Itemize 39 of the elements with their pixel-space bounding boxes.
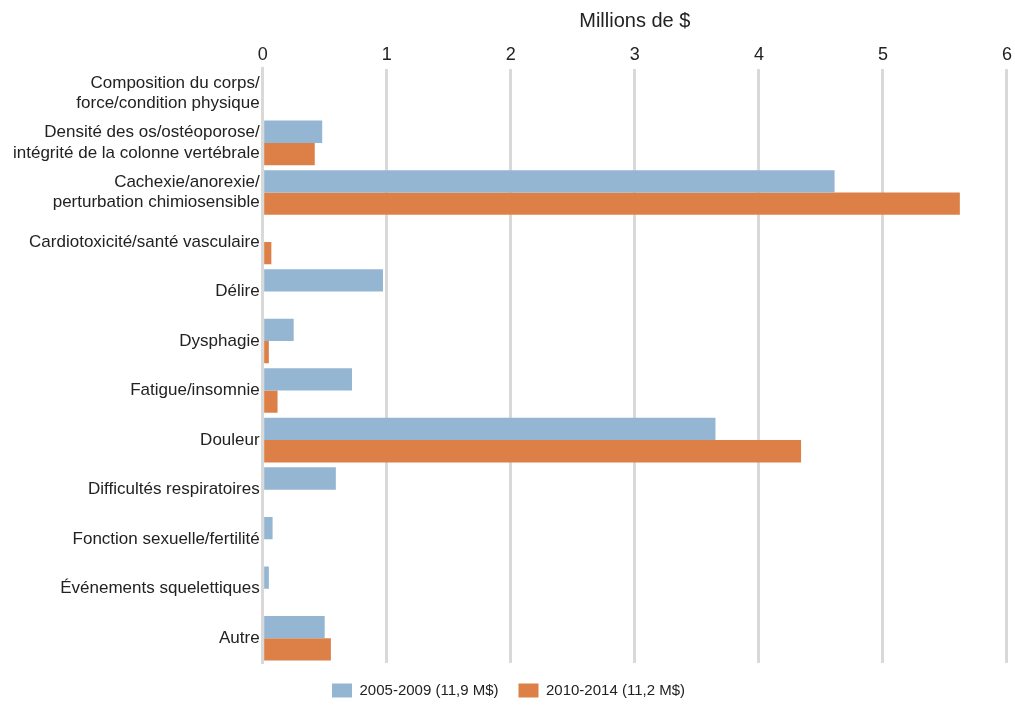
- x-tick-label: 6: [1001, 43, 1012, 64]
- bar: [264, 269, 383, 292]
- bar: [264, 341, 269, 364]
- bar: [264, 566, 269, 589]
- y-tick-label: Fonction sexuelle/fertilité: [72, 528, 260, 548]
- y-tick-label: Fatigue/insomnie: [130, 380, 260, 400]
- x-tick-label: 3: [629, 43, 640, 64]
- x-tick-label: 4: [753, 43, 764, 64]
- bar: [264, 120, 323, 143]
- y-tick-label: Autre: [219, 627, 260, 647]
- legend-label: 2010-2014 (11,2 M$): [546, 680, 685, 698]
- bar: [264, 417, 716, 441]
- bar: [264, 142, 315, 166]
- y-tick-label: Délire: [215, 281, 260, 301]
- y-tick-label: Cardiotoxicité/santé vasculaire: [29, 231, 260, 251]
- legend-label: 2005-2009 (11,9 M$): [359, 680, 499, 698]
- bar: [264, 192, 960, 215]
- bar: [264, 440, 802, 463]
- x-tick-label: 2: [505, 43, 516, 64]
- bar: [264, 318, 294, 342]
- y-tick-label: Dysphagie: [179, 330, 260, 350]
- bar: [264, 170, 835, 193]
- y-tick-label: Douleur: [200, 429, 260, 449]
- bar: [264, 516, 273, 540]
- y-tick-label: Événements squelettiques: [60, 578, 260, 598]
- bar: [264, 390, 278, 413]
- x-tick-label: 0: [257, 43, 268, 64]
- y-tick-label: Difficultés respiratoires: [88, 479, 260, 499]
- bar: [264, 241, 272, 265]
- y-tick-label: Composition du corps/ force/condition physique: [76, 72, 260, 113]
- y-tick-label: Cachexie/anorexie/ perturbation chimiosensible: [52, 171, 260, 212]
- bar: [264, 368, 352, 391]
- x-tick-label: 5: [877, 43, 888, 64]
- x-tick-label: 1: [381, 43, 392, 64]
- bar: [264, 467, 336, 490]
- bar: [264, 615, 325, 639]
- bar: [264, 638, 331, 661]
- x-axis-title: Millions de $: [579, 8, 691, 31]
- y-tick-label: Densité des os/ostéoporose/ intégrité de la colonne vertébrale: [12, 122, 260, 162]
